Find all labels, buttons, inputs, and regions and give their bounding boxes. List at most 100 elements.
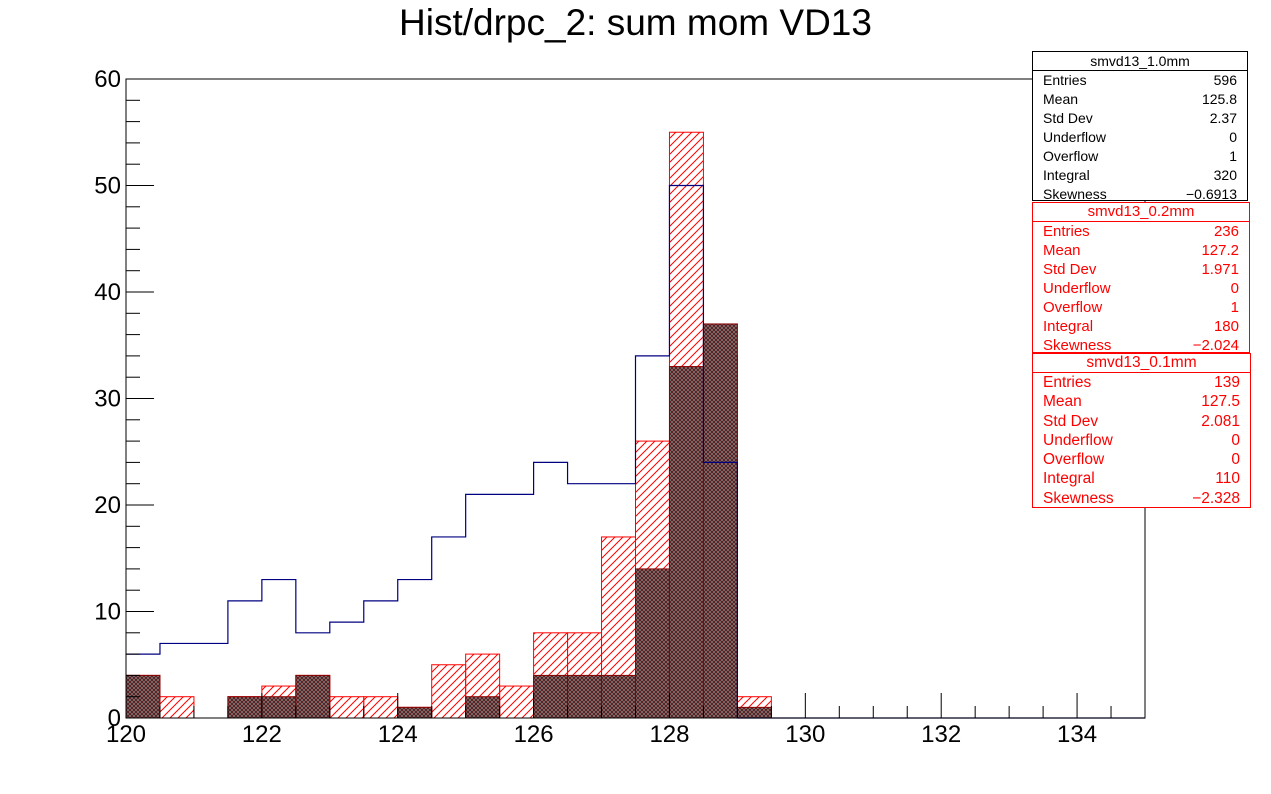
stats-row-underflow: Underflow 0 bbox=[1033, 279, 1249, 298]
stats-row-overflow: Overflow 0 bbox=[1033, 450, 1250, 469]
histogram-bar bbox=[668, 366, 704, 719]
stats-row-skewness: Skewness −0.6913 bbox=[1033, 185, 1247, 204]
axes: 0 10 20 30 40 50 60 120 122 124 126 128 130 132 134 bbox=[94, 66, 1146, 748]
stats-row-mean: Mean 127.5 bbox=[1033, 392, 1250, 411]
stats-label: Entries bbox=[1043, 374, 1092, 391]
stats-box-0.1mm: smvd13_0.1mm Entries 139 Mean 127.5 Std Dev 2… bbox=[1032, 353, 1251, 508]
stats-label: Underflow bbox=[1043, 129, 1107, 145]
histogram-bar bbox=[329, 696, 365, 719]
stats-row-skewness: Skewness −2.024 bbox=[1033, 336, 1249, 355]
stats-label: Skewness bbox=[1043, 337, 1112, 354]
y-tick-label: 40 bbox=[94, 279, 121, 306]
stats-row-std-dev: Std Dev 2.37 bbox=[1033, 109, 1247, 128]
stats-value: 1 bbox=[1230, 299, 1239, 316]
stats-value: 596 bbox=[1213, 72, 1237, 88]
stats-row-overflow: Overflow 1 bbox=[1033, 298, 1249, 317]
histogram-bar bbox=[295, 674, 331, 719]
stats-box-title: smvd13_1.0mm bbox=[1033, 52, 1247, 71]
stats-row-skewness: Skewness −2.328 bbox=[1033, 489, 1250, 508]
stats-value: 0 bbox=[1230, 280, 1239, 297]
histogram-bar bbox=[397, 706, 433, 719]
stats-row-underflow: Underflow 0 bbox=[1033, 128, 1247, 147]
stats-value: 139 bbox=[1214, 374, 1240, 391]
stats-label: Mean bbox=[1043, 393, 1082, 411]
stats-box-1.0mm: smvd13_1.0mm Entries 596 Mean 125.8 Std Dev 2… bbox=[1032, 51, 1248, 204]
x-tick-label: 122 bbox=[242, 721, 282, 748]
histogram-bar bbox=[533, 674, 569, 719]
histogram-bar bbox=[567, 674, 603, 719]
x-tick-label: 124 bbox=[378, 721, 418, 748]
stats-label: Mean bbox=[1043, 242, 1081, 259]
stats-value: 127.5 bbox=[1201, 393, 1240, 411]
series-smvd13-0.1mm bbox=[125, 323, 772, 719]
stats-value: 320 bbox=[1213, 167, 1237, 183]
stats-label: Std Dev bbox=[1043, 412, 1099, 430]
stats-value: 110 bbox=[1215, 470, 1240, 488]
stats-label: Entries bbox=[1043, 223, 1090, 240]
stats-row-entries: Entries 139 bbox=[1033, 373, 1250, 392]
stats-row-integral: Integral 110 bbox=[1033, 469, 1250, 488]
histogram-bar bbox=[261, 696, 297, 719]
stats-label: Integral bbox=[1043, 470, 1095, 488]
stats-box-0.2mm: smvd13_0.2mm Entries 236 Mean 127.2 Std Dev 1… bbox=[1032, 202, 1250, 355]
stats-label: Underflow bbox=[1043, 280, 1111, 297]
stats-value: 2.081 bbox=[1201, 412, 1240, 430]
stats-label: Overflow bbox=[1043, 299, 1103, 316]
stats-label: Std Dev bbox=[1043, 110, 1093, 126]
stats-value: 0 bbox=[1231, 451, 1240, 469]
stats-value: 1.971 bbox=[1201, 261, 1239, 278]
histogram-bar bbox=[635, 568, 670, 719]
stats-label: Entries bbox=[1043, 72, 1087, 88]
stats-value: −0.6913 bbox=[1186, 186, 1237, 202]
histogram-bar bbox=[159, 696, 195, 719]
stats-value: 125.8 bbox=[1201, 91, 1237, 107]
y-tick-label: 50 bbox=[94, 173, 121, 200]
stats-label: Underflow bbox=[1043, 431, 1113, 449]
stats-value: 236 bbox=[1213, 223, 1239, 240]
y-tick-label: 60 bbox=[94, 66, 121, 93]
stats-row-std-dev: Std Dev 2.081 bbox=[1033, 412, 1250, 431]
stats-value: 127.2 bbox=[1201, 242, 1239, 259]
y-tick-label: 30 bbox=[94, 386, 121, 413]
stats-label: Integral bbox=[1043, 318, 1094, 335]
y-tick-label: 10 bbox=[94, 599, 121, 626]
stats-label: Skewness bbox=[1043, 186, 1107, 202]
histogram-bar bbox=[465, 696, 501, 719]
stats-label: Std Dev bbox=[1043, 261, 1097, 278]
x-tick-label: 128 bbox=[649, 721, 689, 748]
histogram-bar bbox=[601, 674, 636, 719]
stats-row-overflow: Overflow 1 bbox=[1033, 147, 1247, 166]
stats-label: Overflow bbox=[1043, 451, 1105, 469]
histogram-bar bbox=[702, 323, 738, 719]
stats-value: 1 bbox=[1229, 148, 1237, 164]
stats-value: 0 bbox=[1229, 129, 1237, 145]
stats-row-integral: Integral 320 bbox=[1033, 166, 1247, 185]
stats-label: Integral bbox=[1043, 167, 1090, 183]
stats-value: 0 bbox=[1231, 431, 1240, 449]
stats-row-std-dev: Std Dev 1.971 bbox=[1033, 260, 1249, 279]
histogram-bar bbox=[431, 664, 467, 719]
stats-box-title: smvd13_0.2mm bbox=[1033, 203, 1249, 222]
x-tick-label: 120 bbox=[106, 721, 146, 748]
x-tick-label: 132 bbox=[921, 721, 961, 748]
stats-row-underflow: Underflow 0 bbox=[1033, 431, 1250, 450]
x-tick-label: 134 bbox=[1057, 721, 1097, 748]
x-tick-label: 126 bbox=[514, 721, 554, 748]
stats-value: −2.024 bbox=[1192, 337, 1239, 354]
stats-label: Skewness bbox=[1043, 489, 1114, 507]
histogram-bar bbox=[736, 706, 772, 719]
y-tick-label: 0 bbox=[108, 705, 121, 732]
stats-row-mean: Mean 125.8 bbox=[1033, 90, 1247, 109]
stats-value: −2.328 bbox=[1192, 489, 1240, 507]
stats-box-title: smvd13_0.1mm bbox=[1033, 354, 1250, 373]
stats-value: 180 bbox=[1213, 318, 1239, 335]
x-tick-label: 130 bbox=[785, 721, 825, 748]
histogram-bar bbox=[499, 685, 535, 719]
y-tick-label: 20 bbox=[94, 492, 121, 519]
stats-row-integral: Integral 180 bbox=[1033, 317, 1249, 336]
stats-value: 2.37 bbox=[1209, 110, 1237, 126]
stats-label: Mean bbox=[1043, 91, 1079, 107]
stats-row-entries: Entries 236 bbox=[1033, 222, 1249, 241]
stats-label: Overflow bbox=[1043, 148, 1099, 164]
